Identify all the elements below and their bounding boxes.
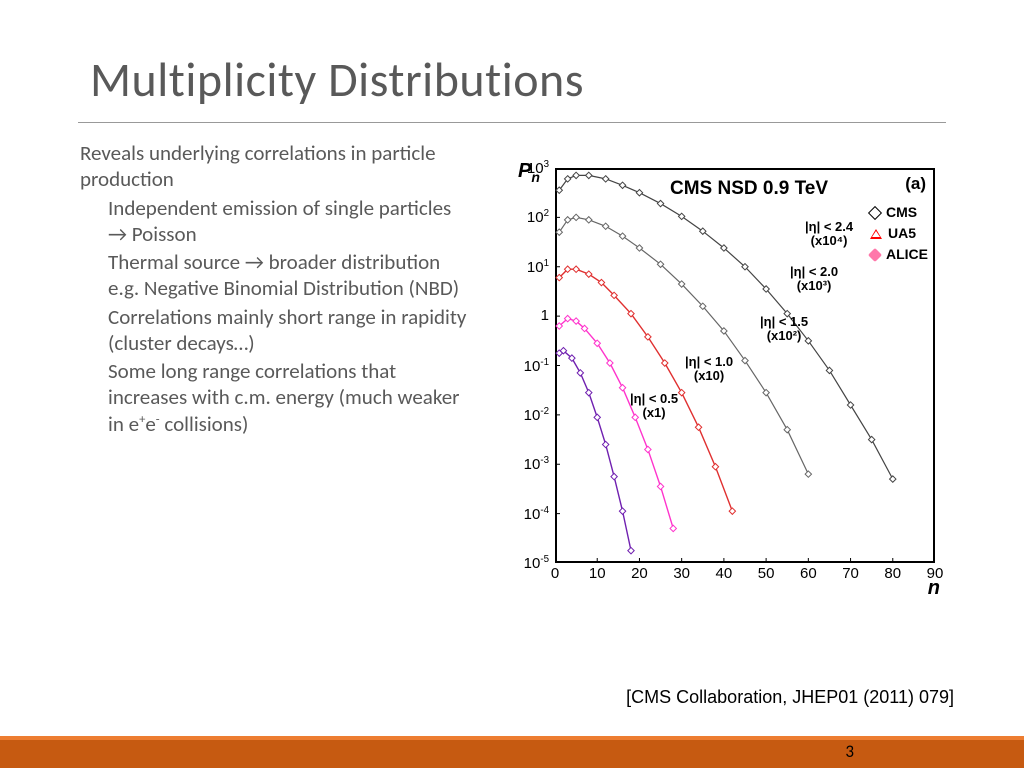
footer-bar: 3 [0,736,1024,768]
x-tick: 70 [839,565,863,582]
x-tick: 80 [881,565,905,582]
legend-row: UA5 [870,223,928,244]
legend-label: CMS [886,202,917,223]
y-tick: 10-1 [500,357,555,375]
body-text: Reveals underlying correlations in parti… [80,140,470,439]
multiplicity-chart: Pn CMS NSD 0.9 TeV (a) CMSUA5ALICE n 103… [500,160,960,600]
x-tick: 20 [627,565,651,582]
lead-line: Reveals underlying correlations in parti… [80,140,470,193]
legend-row: CMS [870,202,928,223]
legend-row: ALICE [870,244,928,265]
x-tick: 50 [754,565,778,582]
x-tick: 30 [670,565,694,582]
curve-label: |η| < 2.0(x10³) [790,265,838,294]
x-tick: 0 [543,565,567,582]
y-tick: 10-3 [500,455,555,473]
curve-label: |η| < 2.4(x10⁴) [805,220,853,249]
legend-marker-icon [868,205,882,219]
y-tick: 101 [500,258,555,276]
panel-label: (a) [905,174,926,194]
x-tick: 10 [585,565,609,582]
bullet-1: Independent emission of single particles… [108,195,470,248]
chart-legend: CMSUA5ALICE [870,202,928,265]
legend-marker-icon [870,229,882,239]
x-tick: 40 [712,565,736,582]
bullet-3: Correlations mainly short range in rapid… [108,304,470,357]
legend-marker-icon [868,247,882,261]
y-tick: 102 [500,208,555,226]
curve-label: |η| < 1.0(x10) [685,355,733,384]
y-tick: 10-4 [500,505,555,523]
page-number: 3 [845,741,854,762]
bullet-2: Thermal source → broader distribution e.… [108,249,470,302]
citation: [CMS Collaboration, JHEP01 (2011) 079] [626,687,954,708]
legend-label: ALICE [886,244,928,265]
y-tick: 10-2 [500,406,555,424]
y-tick: 103 [500,159,555,177]
chart-title: CMS NSD 0.9 TeV [670,178,828,200]
curve-label: |η| < 0.5(x1) [630,392,678,421]
title-divider [78,122,946,123]
y-tick: 1 [500,307,555,324]
curve-label: |η| < 1.5(x10²) [760,315,808,344]
slide: Multiplicity Distributions Reveals under… [0,0,1024,768]
legend-label: UA5 [888,223,916,244]
x-tick: 90 [923,565,947,582]
bullet-4: Some long range correlations that increa… [108,358,470,437]
slide-title: Multiplicity Distributions [90,50,584,109]
x-tick: 60 [796,565,820,582]
